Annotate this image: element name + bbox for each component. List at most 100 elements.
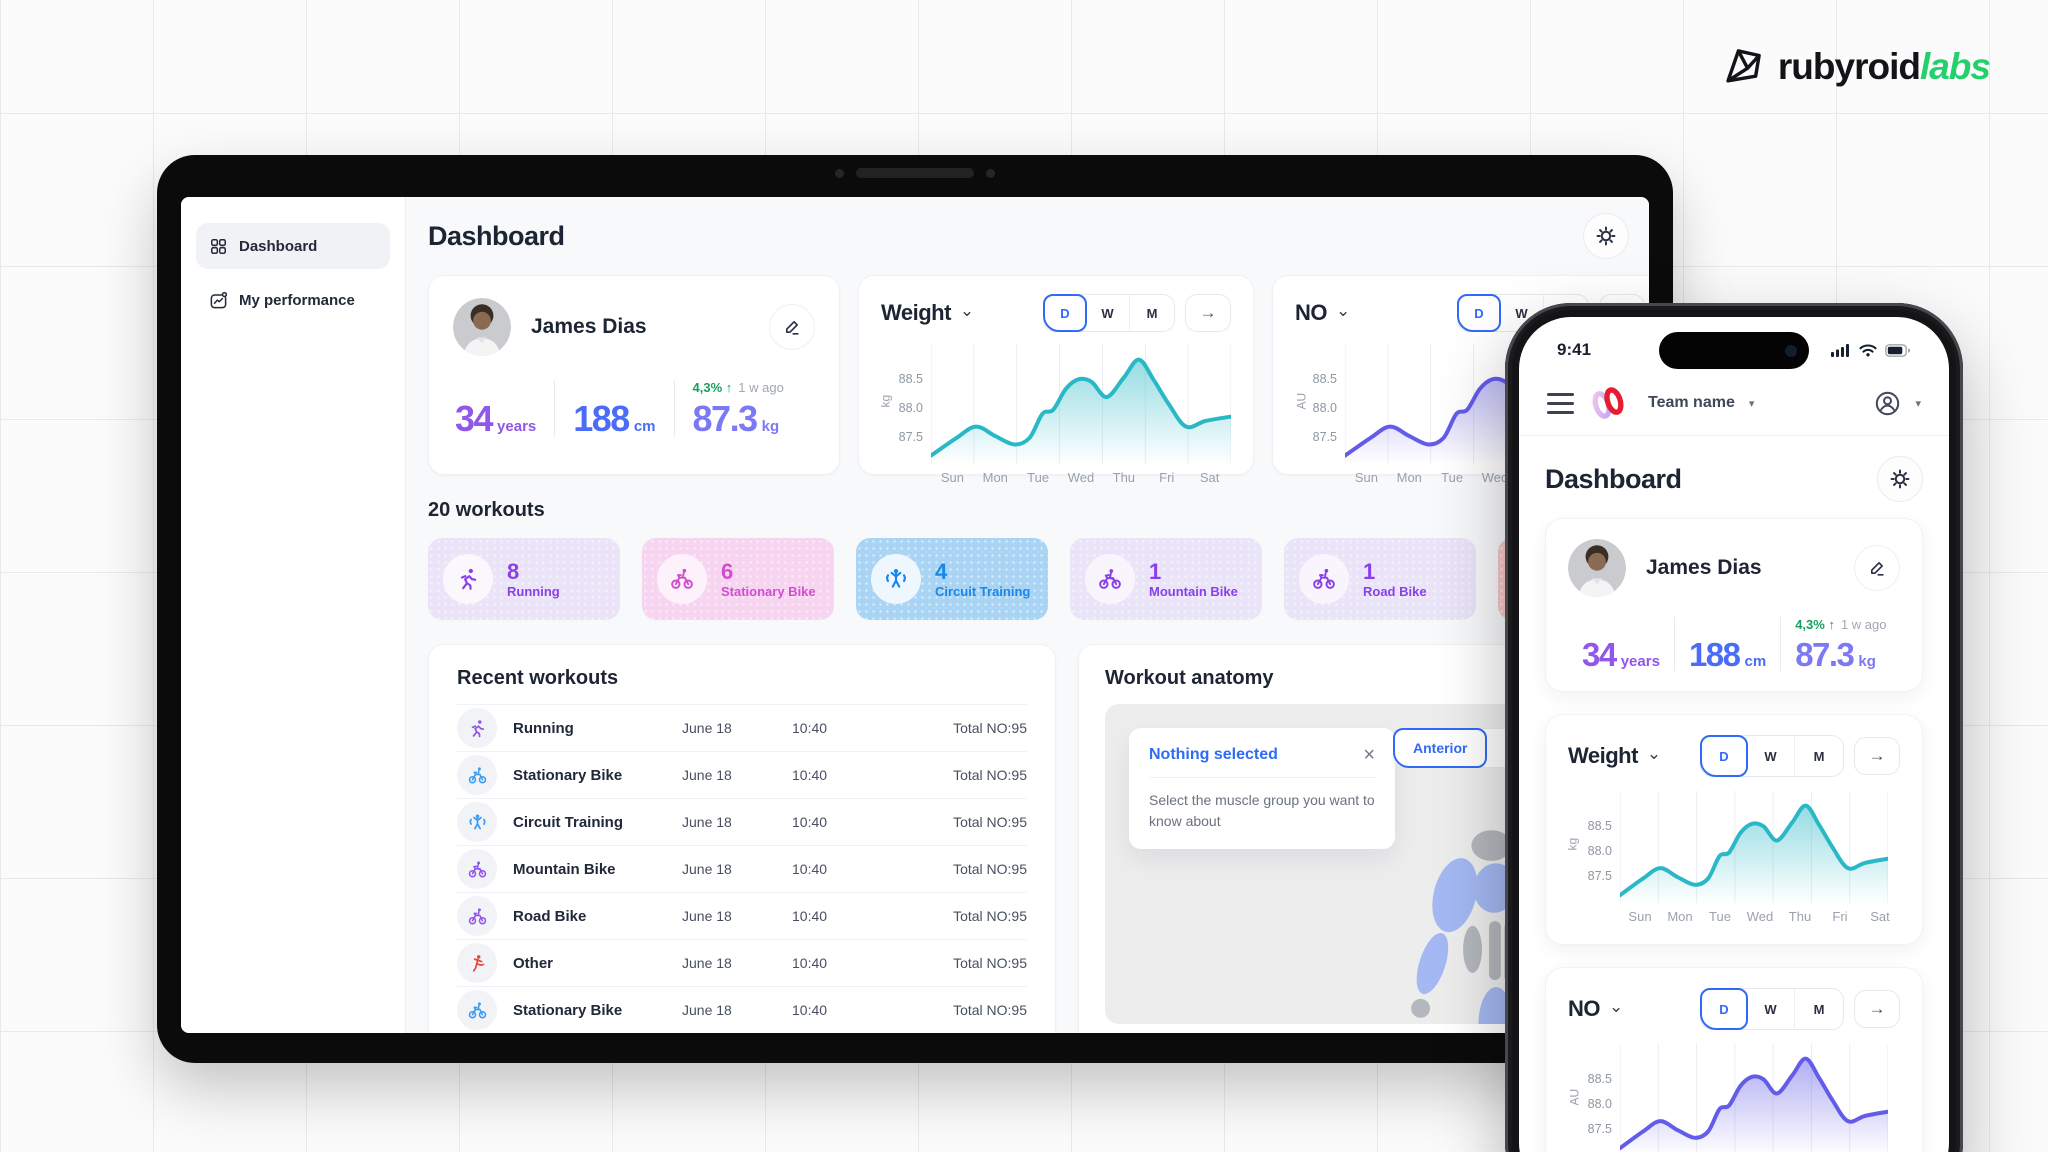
no-line-chart — [1620, 1044, 1888, 1152]
period-day-button[interactable]: D — [1043, 294, 1087, 332]
workout-row[interactable]: Mountain Bike June 18 10:40 Total NO:95 — [457, 845, 1027, 892]
workout-name: Circuit Training — [513, 813, 624, 831]
chip-count: 8 — [507, 558, 520, 584]
weight-delta: 4,3% ↑ — [692, 380, 733, 395]
pencil-icon — [1867, 558, 1887, 578]
workout-icon — [467, 765, 488, 786]
workout-total: Total NO:95 — [953, 861, 1027, 877]
weight-metric-dropdown[interactable]: Weight ⌄ — [881, 300, 1043, 326]
weight-stat: 4,3% ↑ 1 w ago 87.3 kg — [1780, 617, 1900, 671]
caret-down-icon[interactable]: ▾ — [1748, 397, 1755, 410]
period-month-button[interactable]: M — [1795, 989, 1843, 1029]
anterior-button[interactable]: Anterior — [1393, 728, 1488, 768]
workout-chip-circuit-training[interactable]: 4 Circuit Training — [856, 538, 1048, 620]
edit-profile-button[interactable] — [769, 304, 815, 350]
workout-chip-stationary-bike[interactable]: 6 Stationary Bike — [642, 538, 834, 620]
workout-icon — [467, 953, 488, 974]
dashboard-main: Dashboard James Dias — [406, 197, 1649, 1033]
sidebar-item-label: My performance — [239, 291, 355, 309]
page-title: Dashboard — [1545, 463, 1682, 494]
workout-icon — [1311, 566, 1337, 592]
workout-total: Total NO:95 — [953, 720, 1027, 736]
workout-icon — [467, 859, 488, 880]
workout-name: Mountain Bike — [513, 860, 616, 878]
settings-button[interactable] — [1583, 213, 1629, 259]
height-stat: 188 cm — [554, 380, 673, 437]
delta-timeago: 1 w ago — [1840, 617, 1887, 632]
workout-icon — [883, 566, 909, 592]
period-month-button[interactable]: M — [1130, 295, 1174, 331]
y-axis: kg 88.5 88.0 87.5 — [1565, 819, 1612, 883]
no-metric-dropdown[interactable]: NO ⌄ — [1295, 300, 1457, 326]
workout-time: 10:40 — [792, 720, 828, 736]
workout-anatomy-title: Workout anatomy — [1105, 667, 1274, 689]
workout-total: Total NO:95 — [953, 908, 1027, 924]
period-day-button[interactable]: D — [1700, 735, 1748, 777]
period-segmented-control: D W M — [1700, 988, 1844, 1030]
caret-down-icon[interactable]: ▾ — [1915, 397, 1921, 410]
nothing-selected-popup: Nothing selected × Select the muscle gro… — [1129, 728, 1395, 849]
workout-icon — [467, 718, 488, 739]
workout-date: June 18 — [682, 955, 732, 971]
open-detail-button[interactable]: → — [1854, 737, 1900, 775]
period-day-button[interactable]: D — [1700, 988, 1748, 1030]
app-logo[interactable] — [1588, 387, 1628, 419]
workout-chip-road-bike[interactable]: 1 Road Bike — [1284, 538, 1476, 620]
team-name-dropdown[interactable]: Team name — [1648, 394, 1735, 411]
workout-row[interactable]: Stationary Bike June 18 10:40 Total NO:9… — [457, 751, 1027, 798]
settings-button[interactable] — [1877, 456, 1923, 502]
workout-icon — [467, 906, 488, 927]
workout-date: June 18 — [682, 861, 732, 877]
no-metric-dropdown[interactable]: NO ⌄ — [1568, 996, 1700, 1022]
period-segmented-control: D W M — [1700, 735, 1844, 777]
workout-row[interactable]: Road Bike June 18 10:40 Total NO:95 — [457, 892, 1027, 939]
gem-icon — [1726, 49, 1761, 83]
workout-row[interactable]: Running June 18 10:40 Total NO:95 — [457, 704, 1027, 751]
phone-nav-bar: Team name ▾ ▾ — [1519, 375, 1949, 436]
workout-date: June 18 — [682, 767, 732, 783]
battery-icon — [1885, 343, 1911, 357]
open-detail-button[interactable]: → — [1854, 990, 1900, 1028]
period-week-button[interactable]: W — [1086, 295, 1130, 331]
age-stat: 34 years — [455, 398, 537, 439]
workout-total: Total NO:95 — [953, 1002, 1027, 1018]
workout-time: 10:40 — [792, 767, 828, 783]
weight-line-chart — [1620, 791, 1888, 903]
workout-time: 10:40 — [792, 1002, 828, 1018]
chip-label: Circuit Training — [935, 584, 1031, 600]
workouts-count-heading: 20 workouts — [428, 499, 545, 521]
workout-row[interactable]: Other June 18 10:40 Total NO:95 — [457, 939, 1027, 986]
sidebar-item-label: Dashboard — [239, 237, 318, 255]
period-week-button[interactable]: W — [1747, 736, 1795, 776]
hamburger-menu-icon[interactable] — [1547, 392, 1574, 414]
period-week-button[interactable]: W — [1747, 989, 1795, 1029]
open-detail-button[interactable]: → — [1185, 294, 1231, 332]
period-day-button[interactable]: D — [1457, 294, 1501, 332]
period-month-button[interactable]: M — [1795, 736, 1843, 776]
chevron-down-icon: ⌄ — [1609, 996, 1624, 1016]
close-icon[interactable]: × — [1363, 744, 1375, 766]
anterior-posterior-toggle: Anterior Posterior — [1393, 728, 1585, 768]
workout-date: June 18 — [682, 814, 732, 830]
weight-card-title: Weight — [881, 300, 951, 325]
account-icon[interactable] — [1874, 390, 1901, 417]
edit-profile-button[interactable] — [1854, 545, 1900, 591]
no-chart-card: NO ⌄ D W M → AU 88.5 88.0 87.5 — [1545, 967, 1923, 1152]
tablet-device-frame: Dashboard My performance Dashboard — [157, 155, 1673, 1063]
workout-row[interactable]: Stationary Bike June 18 10:40 Total NO:9… — [457, 986, 1027, 1033]
workout-name: Stationary Bike — [513, 766, 623, 784]
sidebar-item-my-performance[interactable]: My performance — [196, 277, 390, 323]
workout-time: 10:40 — [792, 955, 828, 971]
weight-metric-dropdown[interactable]: Weight ⌄ — [1568, 743, 1700, 769]
sidebar-item-dashboard[interactable]: Dashboard — [196, 223, 390, 269]
user-name: James Dias — [1646, 556, 1762, 579]
phone-status-bar: 9:41 — [1519, 317, 1949, 375]
wifi-icon — [1859, 344, 1877, 357]
delta-timeago: 1 w ago — [738, 380, 784, 395]
workout-row[interactable]: Circuit Training June 18 10:40 Total NO:… — [457, 798, 1027, 845]
workout-chip-mountain-bike[interactable]: 1 Mountain Bike — [1070, 538, 1262, 620]
workout-type-chips: 8 Running 6 Stationary Bike 4 Circuit Tr… — [428, 538, 1649, 620]
workout-chip-running[interactable]: 8 Running — [428, 538, 620, 620]
tablet-screen: Dashboard My performance Dashboard — [181, 197, 1649, 1033]
